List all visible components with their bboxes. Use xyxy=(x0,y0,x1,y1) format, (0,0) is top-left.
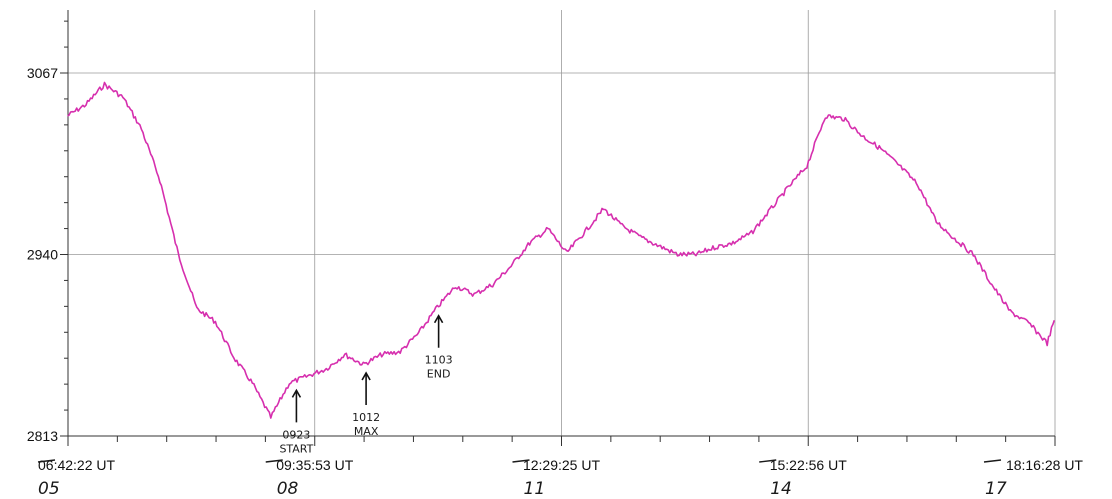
x-tick-label: 18:16:28 UT xyxy=(1006,457,1083,473)
x-day-label: 05 xyxy=(38,479,60,499)
series-group xyxy=(67,81,1056,419)
x-day-label: 08 xyxy=(277,479,299,499)
x-day-strike xyxy=(37,459,56,463)
grid-lines xyxy=(68,10,1056,436)
x-day-label: 17 xyxy=(985,479,1007,499)
y-tick-label: 3067 xyxy=(27,65,58,81)
annotation-time: 0923 xyxy=(282,428,310,441)
x-tick-label: 15:22:56 UT xyxy=(770,457,847,473)
x-axis-ticks: 06:42:22 UT 05 09:35:53 UT 08 12:29:25 UT 11 1… xyxy=(37,436,1083,499)
x-tick-label: 06:42:22 UT xyxy=(38,457,115,473)
y-tick-label: 2813 xyxy=(27,428,58,444)
x-day-strike xyxy=(759,459,777,463)
y-axis-ticks: 3067 2940 2813 xyxy=(27,20,68,444)
x-day-strike xyxy=(512,459,530,463)
annotation-label: END xyxy=(427,368,451,381)
annotation-arrowhead xyxy=(433,314,444,324)
series-line xyxy=(67,81,1056,419)
y-tick-label: 2940 xyxy=(27,247,58,263)
x-tick-label: 09:35:53 UT xyxy=(276,457,353,473)
annotation-arrowhead xyxy=(361,371,371,381)
x-day-label: 11 xyxy=(524,479,546,499)
x-tick-label: 12:29:25 UT xyxy=(523,457,600,473)
annotation-time: 1012 xyxy=(352,411,380,424)
x-day-strike xyxy=(983,459,1002,463)
x-day-strike xyxy=(265,459,283,463)
x-day-label: 14 xyxy=(770,479,792,499)
annotation-arrowhead xyxy=(291,388,302,398)
annotation-time: 1103 xyxy=(425,354,453,367)
annotation-label: MAX xyxy=(354,425,379,438)
annotation-label: START xyxy=(279,442,313,455)
